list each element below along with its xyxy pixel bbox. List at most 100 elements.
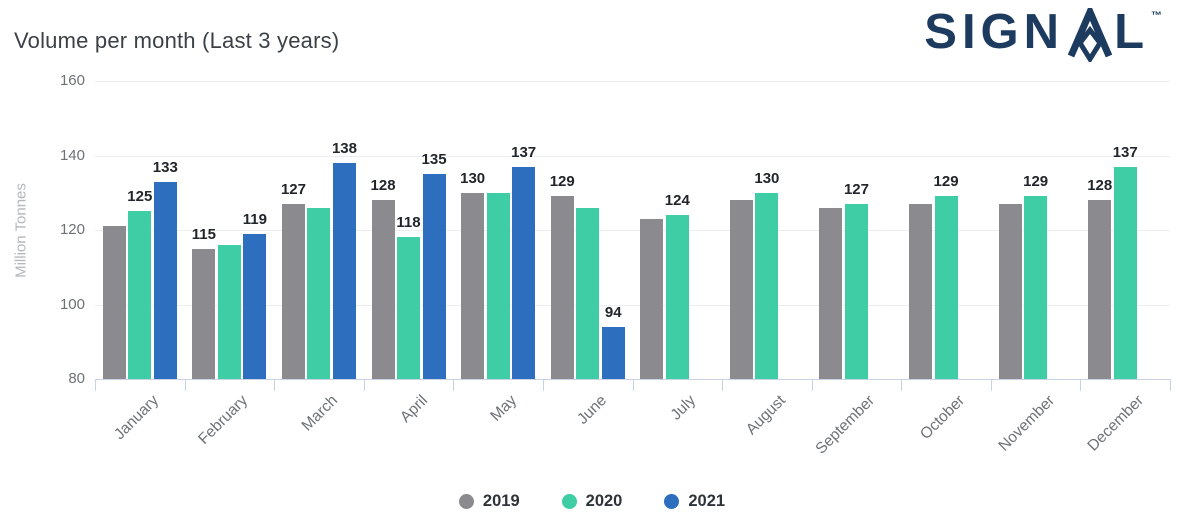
bar-2019-december[interactable] xyxy=(1088,200,1112,379)
bar-value-2021-february: 119 xyxy=(242,210,267,228)
bar-value-2020-january: 125 xyxy=(127,188,153,206)
bar-2020-february[interactable] xyxy=(217,244,241,379)
x-tick-december: December xyxy=(1084,392,1148,455)
bar-value-2020-september: 127 xyxy=(843,180,869,198)
x-tick-june: June xyxy=(573,392,610,428)
x-axis-tick xyxy=(722,380,724,391)
gridline-160 xyxy=(95,81,1170,82)
legend-dot-2020 xyxy=(561,494,577,509)
logo-stylized-a-icon xyxy=(1067,8,1113,62)
gridline-140 xyxy=(95,155,1170,157)
x-tick-august: August xyxy=(742,392,789,439)
bar-2020-april[interactable] xyxy=(397,237,421,379)
bar-value-2020-october: 129 xyxy=(933,173,959,191)
x-tick-july: July xyxy=(667,392,700,424)
bar-value-2020-december: 137 xyxy=(1112,143,1138,161)
x-axis-tick xyxy=(184,380,186,391)
bar-value-2019-february: 115 xyxy=(191,225,216,243)
x-tick-january: January xyxy=(110,392,162,444)
bar-2020-june[interactable] xyxy=(576,207,600,379)
gridline-120 xyxy=(95,230,1170,231)
x-axis-tick xyxy=(901,380,903,391)
bar-value-2020-november: 129 xyxy=(1023,173,1049,191)
legend-item-2021[interactable]: 2021 xyxy=(664,492,725,511)
bar-2021-january[interactable] xyxy=(153,181,177,379)
bar-2020-november[interactable] xyxy=(1024,196,1048,379)
bar-2019-january[interactable] xyxy=(102,226,126,379)
bar-2020-december[interactable] xyxy=(1113,166,1137,379)
x-tick-march: March xyxy=(298,392,341,435)
legend-item-2020[interactable]: 2020 xyxy=(561,492,623,511)
bar-value-2019-june: 129 xyxy=(549,173,575,191)
x-axis-tick xyxy=(1170,380,1171,391)
bar-2021-may[interactable] xyxy=(512,166,536,379)
x-tick-april: April xyxy=(396,392,431,426)
bar-value-2020-april: 118 xyxy=(396,214,421,232)
bar-2020-july[interactable] xyxy=(665,215,689,379)
bar-2019-july[interactable] xyxy=(640,218,664,379)
bar-2020-march[interactable] xyxy=(307,207,331,379)
legend-item-2019[interactable]: 2019 xyxy=(458,492,520,511)
x-axis-tick xyxy=(274,380,276,391)
bar-value-2021-january: 133 xyxy=(152,158,178,176)
bar-value-2019-december: 128 xyxy=(1087,177,1113,195)
x-tick-may: May xyxy=(487,392,521,425)
bar-value-2021-june: 94 xyxy=(604,303,622,321)
bar-2020-january[interactable] xyxy=(128,211,152,379)
bar-2019-may[interactable] xyxy=(461,192,485,379)
signal-logo: SIGN L ™ xyxy=(924,5,1162,62)
bar-2019-september[interactable] xyxy=(819,207,843,379)
bar-value-2021-may: 137 xyxy=(511,143,537,161)
y-tick-100: 100 xyxy=(59,295,85,313)
legend: 2019 2020 2021 xyxy=(0,492,1184,511)
logo-text-l: L xyxy=(1114,5,1149,59)
bar-2019-march[interactable] xyxy=(281,203,305,379)
x-axis-tick xyxy=(811,380,813,391)
x-axis-tick xyxy=(1080,380,1082,391)
x-axis-line xyxy=(95,379,1171,380)
bar-2019-april[interactable] xyxy=(371,200,395,379)
legend-dot-2019 xyxy=(458,494,474,509)
gridline-100 xyxy=(95,304,1170,306)
x-tick-september: September xyxy=(812,392,879,458)
x-tick-february: February xyxy=(195,392,252,448)
bar-2020-october[interactable] xyxy=(934,196,958,379)
x-tick-november: November xyxy=(995,392,1058,455)
y-tick-120: 120 xyxy=(59,221,85,238)
legend-label-2020: 2020 xyxy=(585,492,623,510)
bar-value-2019-march: 127 xyxy=(280,180,306,198)
bar-2021-march[interactable] xyxy=(332,162,356,379)
x-tick-october: October xyxy=(917,392,969,444)
y-tick-140: 140 xyxy=(59,146,85,164)
x-axis-tick xyxy=(542,380,544,391)
x-axis-tick xyxy=(363,380,365,391)
bar-2021-june[interactable] xyxy=(601,326,625,379)
chart-title: Volume per month (Last 3 years) xyxy=(14,28,340,53)
logo-trademark: ™ xyxy=(1151,10,1162,22)
bar-2019-february[interactable] xyxy=(192,248,216,379)
bar-2021-february[interactable] xyxy=(243,233,267,379)
bar-value-2020-august: 130 xyxy=(754,169,780,187)
bar-2019-october[interactable] xyxy=(909,203,933,379)
x-axis-tick xyxy=(632,380,634,391)
legend-label-2021: 2021 xyxy=(688,492,726,510)
x-axis-tick xyxy=(990,380,992,391)
x-axis-tick xyxy=(95,380,96,391)
bar-value-2019-april: 128 xyxy=(370,177,396,195)
legend-label-2019: 2019 xyxy=(482,492,520,510)
bar-2019-november[interactable] xyxy=(998,203,1022,379)
bar-2020-september[interactable] xyxy=(844,203,868,379)
bar-2021-april[interactable] xyxy=(422,174,446,379)
bar-2020-may[interactable] xyxy=(486,192,510,379)
bar-2019-june[interactable] xyxy=(550,196,574,379)
bar-value-2021-april: 135 xyxy=(421,151,447,169)
y-tick-80: 80 xyxy=(68,370,85,387)
bar-value-2021-march: 138 xyxy=(331,139,357,157)
logo-text-sign: SIGN xyxy=(924,5,1065,59)
bar-2020-august[interactable] xyxy=(755,192,779,379)
x-axis-tick xyxy=(453,380,455,391)
bar-2019-august[interactable] xyxy=(729,200,753,379)
y-tick-160: 160 xyxy=(59,72,85,89)
